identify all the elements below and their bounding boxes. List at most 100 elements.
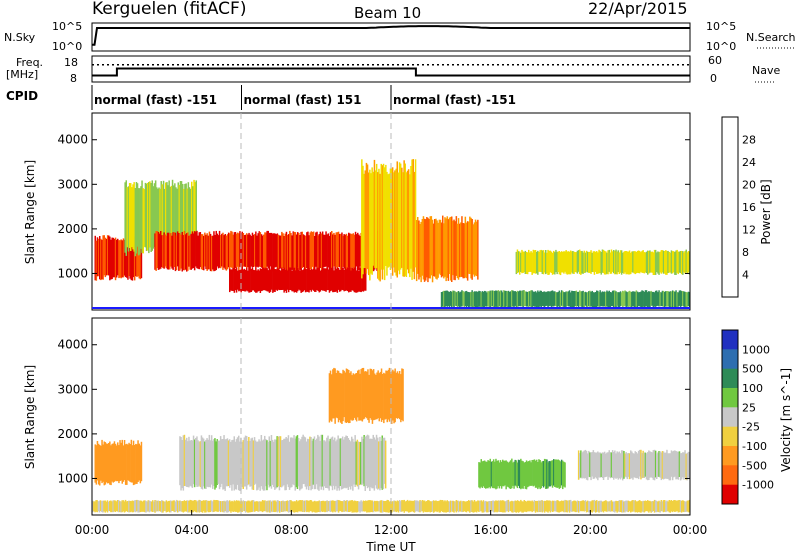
data-cell: [581, 250, 583, 274]
data-cell: [330, 437, 333, 487]
data-cell: [227, 501, 230, 513]
data-cell: [579, 249, 581, 275]
data-cell: [674, 291, 676, 308]
data-cell: [216, 500, 219, 512]
data-cell: [526, 461, 529, 488]
data-cell: [344, 372, 347, 423]
data-cell: [442, 215, 444, 277]
data-cell: [669, 500, 672, 513]
data-cell: [343, 439, 345, 489]
data-cell: [121, 439, 123, 484]
data-cell: [615, 249, 617, 275]
freq-unit-label: [MHz]: [6, 68, 38, 81]
data-cell: [100, 445, 102, 481]
data-cell: [564, 292, 566, 308]
data-cell: [192, 500, 195, 513]
data-cell: [191, 231, 194, 269]
data-cell: [517, 251, 520, 273]
data-cell: [529, 460, 531, 486]
data-cell: [243, 437, 246, 487]
data-cell: [298, 233, 300, 271]
data-cell: [593, 292, 596, 308]
data-cell: [241, 501, 243, 512]
data-cell: [338, 372, 341, 421]
data-cell: [548, 291, 550, 307]
data-cell: [667, 453, 669, 479]
data-cell: [229, 268, 231, 293]
data-cell: [270, 267, 273, 290]
data-cell: [187, 500, 189, 513]
data-cell: [447, 291, 450, 307]
data-cell: [208, 500, 211, 513]
data-cell: [619, 291, 622, 307]
data-cell: [482, 291, 485, 308]
data-cell: [685, 453, 687, 481]
data-cell: [633, 291, 635, 308]
data-cell: [348, 370, 350, 424]
data-cell: [666, 449, 668, 479]
data-cell: [175, 499, 178, 512]
data-cell: [673, 251, 675, 273]
data-cell: [599, 290, 601, 307]
data-cell: [659, 292, 661, 307]
data-cell: [319, 501, 322, 513]
data-cell: [232, 268, 234, 291]
data-cell: [280, 440, 283, 488]
data-cell: [297, 232, 299, 268]
data-cell: [310, 437, 312, 491]
data-cell: [216, 233, 219, 267]
data-cell: [136, 183, 139, 247]
data-cell: [675, 250, 677, 275]
data-cell: [417, 500, 419, 512]
data-cell: [617, 250, 619, 273]
data-cell: [281, 231, 283, 271]
data-cell: [654, 249, 657, 275]
data-cell: [406, 499, 409, 512]
velocity-colorbar-tick: 25: [742, 401, 756, 414]
data-cell: [546, 459, 548, 489]
data-cell: [161, 500, 163, 513]
data-cell: [591, 290, 593, 308]
data-cell: [171, 179, 174, 256]
data-cell: [135, 500, 137, 513]
data-cell: [602, 291, 605, 307]
data-cell: [166, 232, 169, 270]
data-cell: [536, 459, 538, 488]
data-cell: [277, 500, 280, 512]
data-cell: [418, 501, 420, 513]
data-cell: [582, 252, 584, 274]
data-cell: [379, 436, 381, 491]
data-cell: [184, 439, 187, 487]
data-cell: [353, 441, 355, 485]
data-cell: [489, 501, 491, 512]
data-cell: [121, 500, 123, 513]
data-cell: [546, 500, 548, 512]
data-cell: [573, 500, 575, 512]
data-cell: [299, 500, 301, 512]
data-cell: [353, 234, 356, 270]
data-cell: [332, 500, 334, 513]
data-cell: [558, 460, 561, 489]
data-cell: [686, 252, 689, 274]
data-cell: [468, 292, 470, 308]
data-cell: [230, 441, 232, 486]
data-cell: [230, 501, 232, 513]
data-cell: [605, 500, 607, 512]
data-cell: [555, 501, 557, 512]
data-cell: [617, 501, 619, 512]
data-cell: [670, 291, 673, 308]
data-cell: [384, 373, 386, 420]
data-cell: [618, 500, 621, 513]
data-cell: [278, 269, 281, 291]
data-cell: [660, 452, 663, 481]
data-cell: [461, 216, 463, 277]
data-cell: [563, 500, 565, 513]
data-cell: [344, 501, 347, 512]
data-cell: [267, 270, 269, 292]
data-cell: [186, 500, 188, 512]
data-cell: [213, 499, 215, 512]
data-cell: [363, 435, 365, 487]
data-cell: [642, 290, 644, 307]
data-cell: [106, 235, 109, 276]
data-cell: [260, 435, 263, 487]
